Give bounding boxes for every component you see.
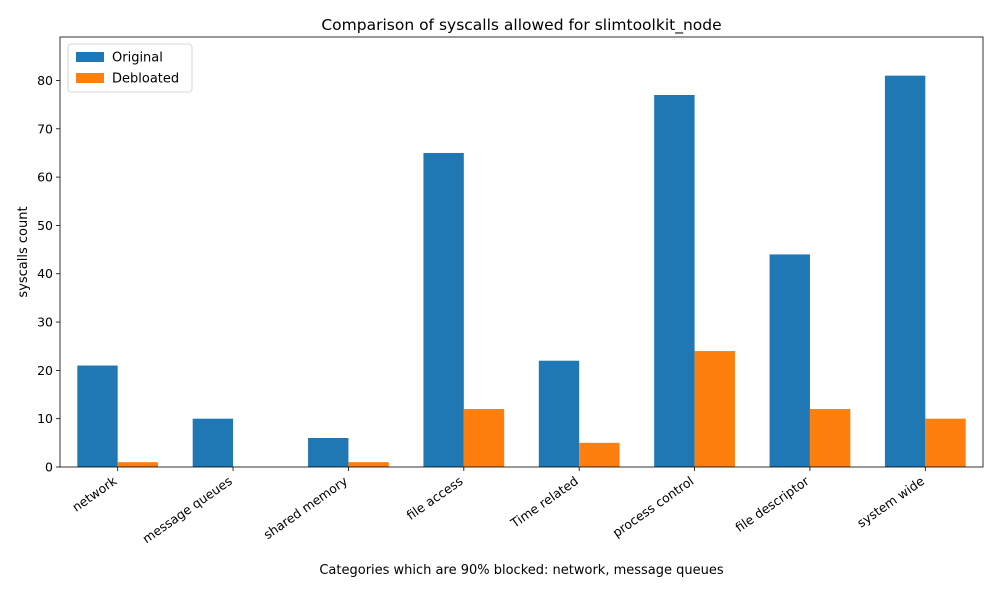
x-tick-label: system wide: [854, 473, 927, 530]
bar-original-message-queues: [192, 418, 234, 467]
bar-debloated-file-descriptor: [809, 409, 851, 467]
bar-original-time-related: [538, 360, 580, 467]
y-tick-label: 20: [37, 363, 53, 378]
y-tick-label: 0: [45, 460, 53, 475]
y-axis-label: syscalls count: [16, 206, 31, 297]
y-tick-label: 70: [37, 121, 53, 136]
y-tick-label: 10: [37, 411, 53, 426]
bar-debloated-file-access: [463, 409, 505, 467]
x-tick-label: Time related: [507, 473, 581, 531]
bar-original-file-descriptor: [769, 254, 810, 467]
plot-frame: [59, 36, 984, 468]
legend-entry: Original: [112, 51, 163, 66]
bar-original-system-wide: [884, 75, 926, 468]
bar-debloated-process-control: [694, 351, 735, 467]
bar-original-network: [77, 365, 118, 467]
x-tick-label: process control: [610, 473, 697, 540]
bar-debloated-network: [117, 462, 159, 467]
chart-title: Comparison of syscalls allowed for slimt…: [321, 16, 721, 35]
y-tick-label: 30: [37, 315, 53, 330]
x-axis: network message queues shared memory file a…: [69, 467, 927, 546]
y-tick-label: 80: [37, 73, 53, 88]
legend-swatch: [76, 73, 104, 83]
bar-original-shared-memory: [308, 438, 349, 467]
legend: Original Debloated: [67, 43, 193, 93]
x-tick-label: file access: [404, 473, 466, 523]
y-tick-label: 40: [37, 266, 53, 281]
x-tick-label: file descriptor: [732, 473, 812, 535]
bar-debloated-time-related: [579, 442, 620, 467]
x-tick-label: shared memory: [261, 473, 351, 542]
legend-entry: Debloated: [112, 72, 179, 87]
y-tick-label: 60: [37, 170, 53, 185]
x-tick-label: network: [69, 473, 120, 515]
y-tick-label: 50: [37, 218, 53, 233]
bar-debloated-shared-memory: [348, 462, 389, 467]
bar-original-process-control: [654, 94, 695, 467]
bar-original-file-access: [423, 152, 464, 467]
x-axis-label: Categories which are 90% blocked: networ…: [319, 563, 724, 578]
legend-swatch: [76, 52, 104, 62]
x-tick-label: message queues: [139, 473, 234, 546]
bar-debloated-system-wide: [925, 418, 966, 467]
plot-area: [59, 36, 984, 468]
y-axis: 0 10 20 30 40 50 60 70 80: [37, 73, 60, 475]
